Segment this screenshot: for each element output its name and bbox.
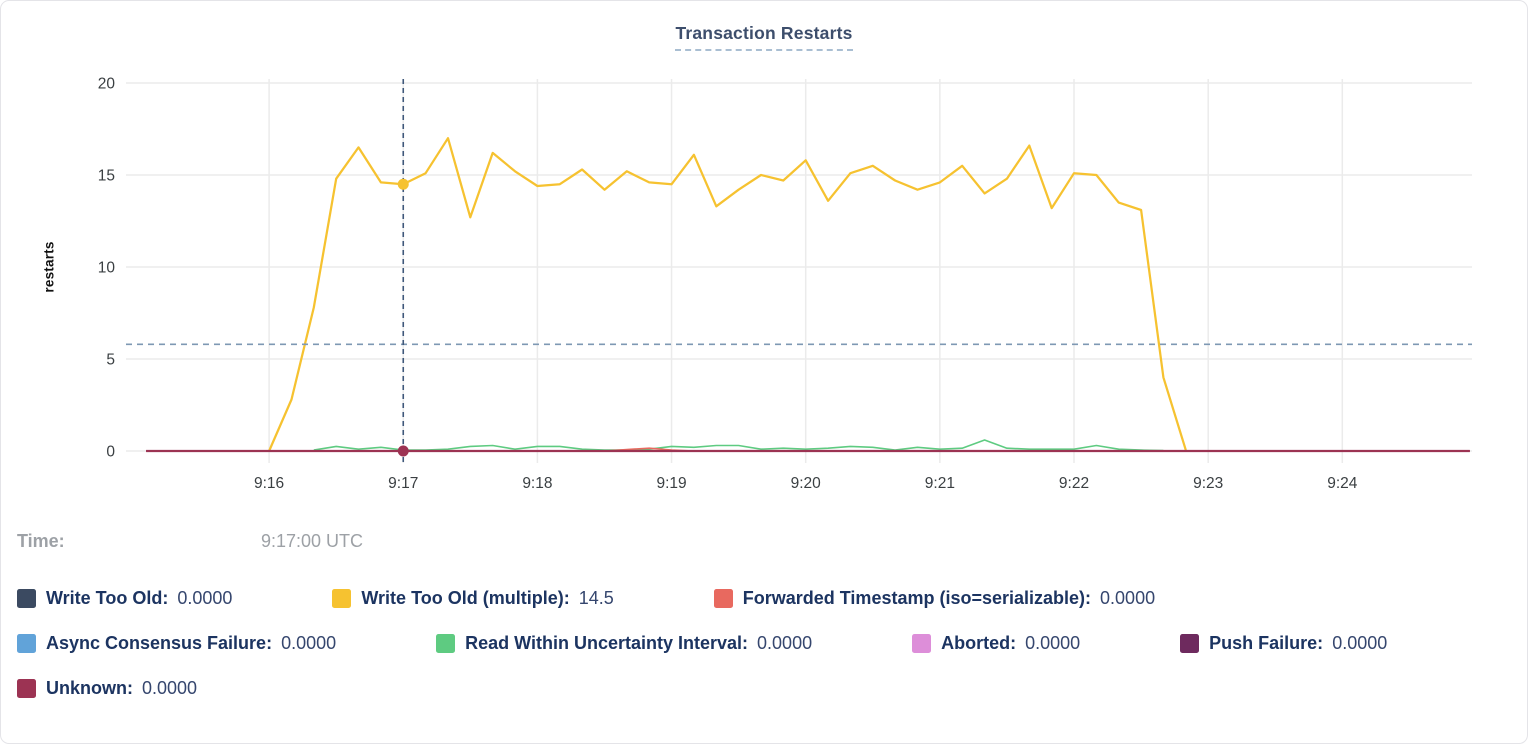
- legend-item-write-too-old[interactable]: Write Too Old: 0.0000: [17, 588, 232, 609]
- legend-item-unknown[interactable]: Unknown: 0.0000: [17, 678, 197, 699]
- x-tick-label: 9:24: [1327, 475, 1358, 492]
- legend-value: 0.0000: [1100, 587, 1156, 608]
- legend-label: Async Consensus Failure:: [46, 632, 273, 653]
- series-lines: [146, 137, 1470, 453]
- series-line-read-within-uncertainty-interval: [313, 439, 1164, 452]
- hover-readout: Time: 9:17:00 UTC: [1, 531, 1527, 553]
- legend-item-write-too-old-multiple[interactable]: Write Too Old (multiple): 14.5: [332, 587, 614, 609]
- legend-label: Forwarded Timestamp (iso=serializable):: [742, 587, 1092, 608]
- legend-label: Aborted:: [941, 632, 1017, 653]
- x-tick-label: 9:21: [925, 475, 955, 492]
- legend-value: 0.0000: [1025, 632, 1081, 653]
- legend-item-async-consensus-failure[interactable]: Async Consensus Failure: 0.0000: [17, 633, 336, 654]
- y-tick-label: 20: [98, 76, 116, 93]
- series-line-write-too-old-multiple: [268, 137, 1187, 452]
- y-axis-label: restarts: [41, 241, 57, 293]
- chart-title[interactable]: Transaction Restarts: [675, 23, 853, 51]
- legend-item-read-within-uncertainty-interval[interactable]: Read Within Uncertainty Interval: 0.0000: [436, 633, 812, 654]
- legend-label: Push Failure:: [1209, 632, 1324, 653]
- legend-label: Write Too Old (multiple):: [361, 587, 570, 608]
- hover-point-dot-unknown: [397, 445, 409, 457]
- write-too-old-swatch: [17, 588, 36, 608]
- legend: Write Too Old: 0.0000 Write Too Old (multi…: [1, 585, 1527, 701]
- chart-svg[interactable]: 0 5 10 15 20 9:16 9:17 9:18 9:19 9:20 9:21 9:22 9:23…: [1, 1, 1528, 501]
- chart-plot-area[interactable]: 0 5 10 15 20 9:16 9:17 9:18 9:19 9:20 9:21 9:22 9:23…: [1, 1, 1528, 501]
- y-tick-label: 0: [106, 444, 115, 461]
- hover-time-value: 9:17:00 UTC: [261, 531, 364, 551]
- x-tick-label: 9:16: [254, 475, 284, 492]
- hover-time-label: Time:: [17, 531, 65, 551]
- legend-label: Read Within Uncertainty Interval:: [465, 632, 749, 653]
- legend-label: Write Too Old:: [46, 587, 169, 608]
- read-within-uncertainty-interval-swatch: [436, 633, 456, 653]
- legend-row: Write Too Old: 0.0000 Write Too Old (multi…: [17, 585, 1511, 611]
- legend-value: 0.0000: [281, 632, 337, 653]
- legend-item-push-failure[interactable]: Push Failure: 0.0000: [1180, 633, 1387, 654]
- y-tick-label: 15: [98, 168, 115, 185]
- legend-value: 0.0000: [177, 587, 233, 608]
- legend-value: 0.0000: [142, 677, 198, 698]
- x-tick-label: 9:20: [791, 475, 822, 492]
- axis-tick-labels: 0 5 10 15 20 9:16 9:17 9:18 9:19 9:20 9:21 9:22 9:23…: [98, 76, 1358, 493]
- async-consensus-failure-swatch: [17, 633, 36, 653]
- legend-row: Async Consensus Failure: 0.0000 Read Withi…: [17, 630, 1511, 656]
- legend-item-aborted[interactable]: Aborted: 0.0000: [912, 633, 1080, 654]
- legend-row: Unknown: 0.0000: [17, 675, 1511, 701]
- y-tick-label: 10: [98, 260, 116, 277]
- legend-value: 14.5: [578, 587, 614, 608]
- legend-value: 0.0000: [757, 632, 813, 653]
- x-tick-label: 9:23: [1193, 475, 1223, 492]
- forwarded-timestamp-iso-serializable-swatch: [713, 588, 733, 608]
- write-too-old-multiple-swatch: [332, 588, 352, 608]
- aborted-swatch: [912, 633, 932, 653]
- unknown-swatch: [17, 678, 36, 698]
- gridlines: [126, 79, 1472, 463]
- legend-label: Unknown:: [46, 677, 133, 698]
- y-tick-label: 5: [106, 352, 115, 369]
- x-tick-label: 9:18: [522, 475, 552, 492]
- push-failure-swatch: [1180, 633, 1200, 653]
- x-tick-label: 9:17: [388, 475, 418, 492]
- x-tick-label: 9:19: [656, 475, 686, 492]
- chart-title-wrap: Transaction Restarts: [1, 23, 1527, 51]
- x-tick-label: 9:22: [1059, 475, 1089, 492]
- hover-point-dot-write-too-old-multiple: [397, 178, 409, 190]
- hover-crosshair: [126, 79, 1472, 463]
- legend-value: 0.0000: [1332, 632, 1388, 653]
- legend-item-forwarded-timestamp-iso-serializable[interactable]: Forwarded Timestamp (iso=serializable): 0…: [713, 587, 1156, 609]
